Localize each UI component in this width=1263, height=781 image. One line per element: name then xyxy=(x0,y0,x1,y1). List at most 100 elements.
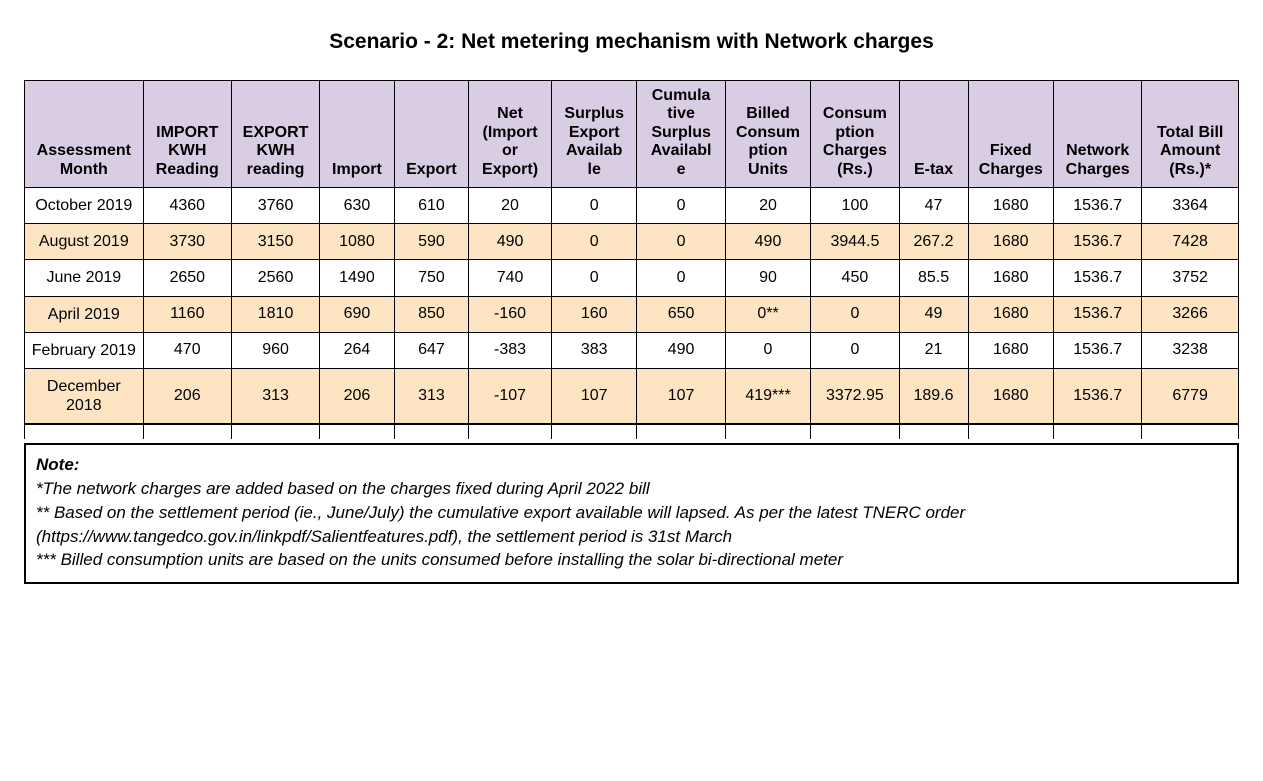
table-cell: 1536.7 xyxy=(1054,187,1142,223)
table-cell: 1536.7 xyxy=(1054,368,1142,423)
table-cell: 740 xyxy=(469,260,552,296)
table-cell: 20 xyxy=(469,187,552,223)
table-cell: 0 xyxy=(637,260,725,296)
table-cell: 490 xyxy=(637,332,725,368)
table-cell: -107 xyxy=(469,368,552,423)
table-cell: -160 xyxy=(469,296,552,332)
table-cell: 1680 xyxy=(968,332,1054,368)
col-assessment-month: AssessmentMonth xyxy=(25,81,144,188)
table-cell: 3752 xyxy=(1142,260,1239,296)
table-cell: April 2019 xyxy=(25,296,144,332)
table-cell: 3266 xyxy=(1142,296,1239,332)
table-cell: 2560 xyxy=(231,260,319,296)
table-cell: February 2019 xyxy=(25,332,144,368)
table-cell: 90 xyxy=(725,260,811,296)
table-cell: June 2019 xyxy=(25,260,144,296)
table-cell: 4360 xyxy=(143,187,231,223)
table-cell: 647 xyxy=(394,332,468,368)
table-cell: October 2019 xyxy=(25,187,144,223)
table-cell: 610 xyxy=(394,187,468,223)
table-cell: -383 xyxy=(469,332,552,368)
col-network-charges: NetworkCharges xyxy=(1054,81,1142,188)
col-export: Export xyxy=(394,81,468,188)
table-cell: 3760 xyxy=(231,187,319,223)
table-cell: 630 xyxy=(320,187,394,223)
table-cell: 20 xyxy=(725,187,811,223)
table-cell: 3238 xyxy=(1142,332,1239,368)
col-surplus-export: SurplusExportAvailable xyxy=(551,81,637,188)
table-cell: 3372.95 xyxy=(811,368,899,423)
col-export-kwh-reading: EXPORTKWHreading xyxy=(231,81,319,188)
table-cell: 470 xyxy=(143,332,231,368)
table-cell: 0 xyxy=(637,187,725,223)
col-cumulative-surplus: CumulativeSurplusAvailable xyxy=(637,81,725,188)
table-cell: 690 xyxy=(320,296,394,332)
col-net: Net(ImportorExport) xyxy=(469,81,552,188)
table-cell: 7428 xyxy=(1142,224,1239,260)
table-cell: 313 xyxy=(394,368,468,423)
table-cell: 0 xyxy=(725,332,811,368)
table-cell: 264 xyxy=(320,332,394,368)
table-cell: 450 xyxy=(811,260,899,296)
table-cell: 21 xyxy=(899,332,968,368)
table-cell: 107 xyxy=(637,368,725,423)
table-cell: 960 xyxy=(231,332,319,368)
note-line: *The network charges are added based on … xyxy=(36,477,1227,501)
col-import-kwh-reading: IMPORTKWHReading xyxy=(143,81,231,188)
table-row: February 2019470960264647-38338349000211… xyxy=(25,332,1239,368)
table-cell: 160 xyxy=(551,296,637,332)
table-cell: 0 xyxy=(811,332,899,368)
table-cell: 313 xyxy=(231,368,319,423)
page-title: Scenario - 2: Net metering mechanism wit… xyxy=(24,30,1239,54)
table-cell: 3730 xyxy=(143,224,231,260)
table-row: October 20194360376063061020002010047168… xyxy=(25,187,1239,223)
col-total-bill: Total BillAmount(Rs.)* xyxy=(1142,81,1239,188)
table-cell: 6779 xyxy=(1142,368,1239,423)
table-cell: 3944.5 xyxy=(811,224,899,260)
table-cell: 3150 xyxy=(231,224,319,260)
table-cell: 490 xyxy=(469,224,552,260)
table-cell: 419*** xyxy=(725,368,811,423)
col-consumption-charges: ConsumptionCharges(Rs.) xyxy=(811,81,899,188)
table-cell: 1680 xyxy=(968,187,1054,223)
table-cell: 1160 xyxy=(143,296,231,332)
table-cell: 750 xyxy=(394,260,468,296)
table-cell: 0 xyxy=(811,296,899,332)
table-cell: 206 xyxy=(143,368,231,423)
table-cell: 47 xyxy=(899,187,968,223)
col-etax: E-tax xyxy=(899,81,968,188)
table-row: June 2019265025601490750740009045085.516… xyxy=(25,260,1239,296)
table-row: April 201911601810690850-1601606500**049… xyxy=(25,296,1239,332)
note-title: Note: xyxy=(36,453,1227,477)
table-cell: 189.6 xyxy=(899,368,968,423)
net-metering-table: AssessmentMonth IMPORTKWHReading EXPORTK… xyxy=(24,80,1239,424)
table-cell: 0 xyxy=(637,224,725,260)
table-cell: 590 xyxy=(394,224,468,260)
table-cell: 1536.7 xyxy=(1054,260,1142,296)
table-cell: 383 xyxy=(551,332,637,368)
table-cell: 650 xyxy=(637,296,725,332)
table-cell: 267.2 xyxy=(899,224,968,260)
table-cell: 1810 xyxy=(231,296,319,332)
table-cell: 1536.7 xyxy=(1054,296,1142,332)
table-cell: August 2019 xyxy=(25,224,144,260)
table-cell: 107 xyxy=(551,368,637,423)
table-cell: 850 xyxy=(394,296,468,332)
table-cell: 206 xyxy=(320,368,394,423)
table-cell: 1680 xyxy=(968,296,1054,332)
table-cell: 0** xyxy=(725,296,811,332)
table-body: October 20194360376063061020002010047168… xyxy=(25,187,1239,423)
table-cell: 490 xyxy=(725,224,811,260)
col-billed-units: BilledConsumptionUnits xyxy=(725,81,811,188)
table-row: August 2019373031501080590490004903944.5… xyxy=(25,224,1239,260)
table-cell: 1680 xyxy=(968,260,1054,296)
table-cell: 0 xyxy=(551,224,637,260)
spacer-table xyxy=(24,424,1239,439)
table-cell: 49 xyxy=(899,296,968,332)
table-cell: 1536.7 xyxy=(1054,332,1142,368)
table-cell: 2650 xyxy=(143,260,231,296)
table-cell: 1536.7 xyxy=(1054,224,1142,260)
table-cell: 0 xyxy=(551,260,637,296)
table-cell: December 2018 xyxy=(25,368,144,423)
note-line: *** Billed consumption units are based o… xyxy=(36,548,1227,572)
